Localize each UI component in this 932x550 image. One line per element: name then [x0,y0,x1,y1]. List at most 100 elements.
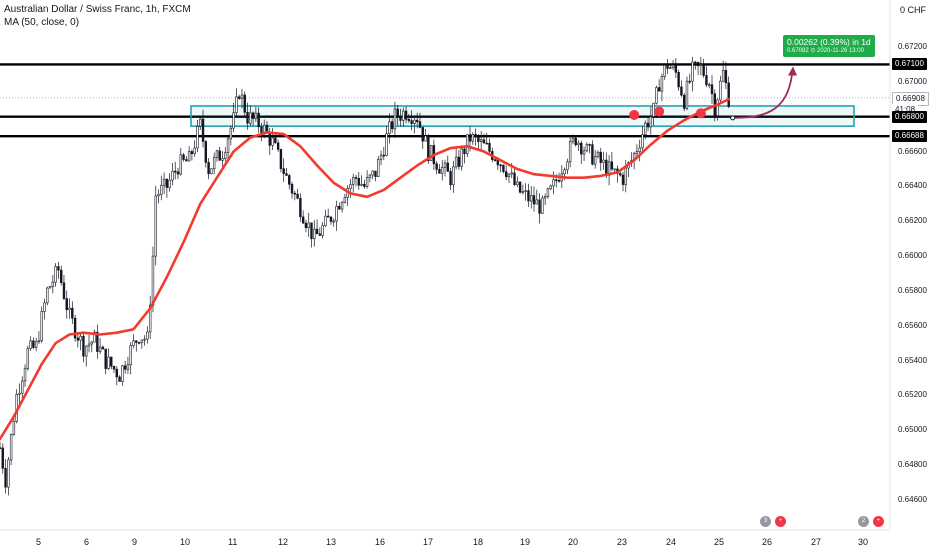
candle-body [160,184,163,195]
indicator-legend[interactable]: MA (50, close, 0) [4,17,80,28]
candle-body [340,202,344,210]
candle-body [301,216,305,224]
candle-body [624,167,627,185]
candle-body [429,145,433,162]
candle-body [580,142,583,155]
candle-body [315,228,319,235]
x-tick-label: 23 [617,537,628,547]
candle-body [29,340,32,349]
event-icon[interactable]: + [873,516,884,527]
candle-body [396,108,399,118]
candle-body [666,65,669,69]
candle-body [204,141,208,163]
candle-body [555,179,558,182]
candle-body [207,162,210,175]
candle-body [151,255,155,306]
candle-body [126,364,130,370]
candle-body [549,185,552,190]
candle-body [657,87,661,92]
candle-body [9,433,13,461]
candle-body [43,302,46,312]
candle-body [641,134,644,149]
candle-body [371,170,374,176]
candle-body [40,311,43,342]
candle-body [237,96,241,99]
x-tick-label: 10 [180,537,191,547]
candle-body [321,225,324,236]
candle-body [610,161,614,170]
candle-body [62,282,66,299]
projection-callout[interactable]: 0.00262 (0.39%) in 1d 0.67082 ⊙ 2020-11-… [783,35,875,57]
candle-body [424,135,427,142]
y-tick-label: 0.64600 [898,495,927,504]
candle-body [613,168,616,171]
candle-body [232,112,235,129]
projection-arrowhead [788,66,797,76]
candle-body [585,144,589,152]
candle-body [479,139,483,142]
candle-body [71,307,74,319]
candle-body [474,134,477,138]
candle-body [705,75,708,86]
currency-label[interactable]: 0 CHF [899,5,926,15]
candle-body [468,134,472,142]
candle-body [721,70,725,82]
candle-body [193,147,196,154]
candle-body [696,61,700,67]
candle-body [724,70,728,84]
break-marker [654,106,665,117]
candle-body [716,99,719,116]
candle-body [552,179,555,187]
candle-body [299,197,302,218]
candle-body [76,337,80,341]
candle-body [699,64,703,67]
candle-body [285,173,288,176]
candle-body [112,366,116,370]
candle-body [110,356,113,367]
candle-body [669,67,672,69]
event-icon[interactable]: 3 [760,516,771,527]
candle-body [399,116,402,121]
candle-body [199,118,202,127]
candle-body [354,177,358,179]
candle-body [488,142,491,152]
candle-body [51,281,55,287]
candle-body [438,168,441,174]
candle-body [123,365,127,370]
candle-body [385,133,388,156]
event-icon[interactable]: + [775,516,786,527]
candle-body [243,94,246,113]
candle-body [360,183,363,186]
x-tick-label: 5 [36,537,42,547]
candle-body [263,124,266,133]
candle-body [148,304,152,333]
candle-body [254,112,258,119]
candle-body [182,154,185,160]
candle-body [357,178,360,186]
candle-body [249,112,252,124]
candle-body [441,167,444,174]
candle-body [368,174,372,178]
candle-body [365,177,369,187]
candle-body [176,171,180,175]
candle-body [174,170,177,173]
candle-body [655,87,658,104]
candle-body [179,154,182,175]
candle-body [21,380,24,394]
candle-body [7,459,10,488]
candle-body [135,340,138,343]
candle-body [121,365,124,382]
y-tick-label: 0.65200 [898,390,927,400]
candle-body [324,215,327,226]
candle-body [502,164,505,172]
event-icon[interactable]: 2 [858,516,869,527]
candle-body [279,149,283,169]
candle-body [393,108,397,130]
y-tick-label: 0.67000 [898,76,927,86]
candle-body [104,348,107,369]
candle-body [140,339,144,343]
candle-body [602,159,605,163]
candle-body [504,171,508,178]
candle-body [260,126,263,133]
